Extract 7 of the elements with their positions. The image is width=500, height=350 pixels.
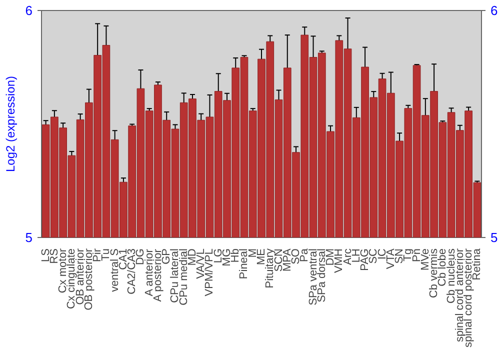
x-tick-label: Tg xyxy=(402,248,414,262)
x-tick-label: A posterior xyxy=(152,248,164,302)
y2-tick-label: 6 xyxy=(490,3,498,18)
y2-tick-label: 5 xyxy=(490,230,498,245)
x-tick-label: RS xyxy=(48,248,60,264)
x-tick-label: OB posterior xyxy=(82,248,95,310)
y-axis-title: Log2 (expression) xyxy=(3,76,18,172)
